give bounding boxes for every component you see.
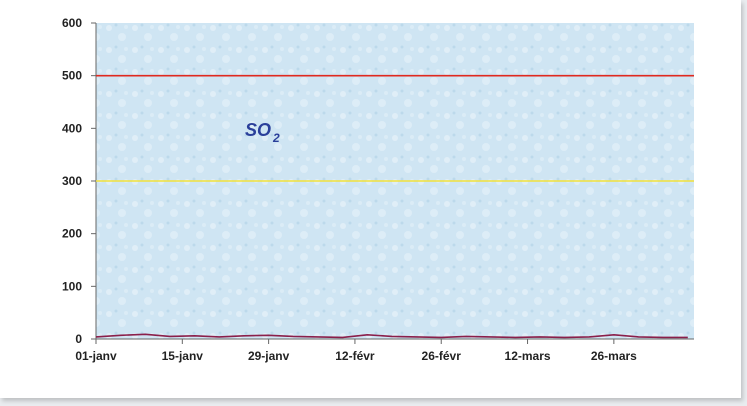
- y-tick-label: 200: [62, 227, 82, 241]
- so2-series-line: [95, 333, 688, 339]
- x-tick-label: 26-févr: [422, 349, 462, 363]
- series-group: [95, 333, 688, 339]
- y-tick-label: 0: [75, 332, 82, 346]
- annotation-main: SO: [245, 120, 271, 140]
- x-tick-label: 15-janv: [162, 349, 204, 363]
- chart-card: 0 100 200 300 400 500 600 01-janv 15-janv 29-jan…: [0, 0, 741, 398]
- y-axis: 0 100 200 300 400 500 600: [62, 16, 97, 346]
- annotation-subscript: 2: [272, 131, 280, 145]
- x-tick-label: 12-mars: [505, 349, 551, 363]
- y-tick-label: 100: [62, 279, 82, 293]
- so2-annotation: SO 2: [245, 120, 280, 145]
- x-tick-label: 26-mars: [591, 349, 637, 363]
- x-tick-label: 01-janv: [75, 349, 117, 363]
- so2-line-chart: 0 100 200 300 400 500 600 01-janv 15-janv 29-jan…: [62, 16, 694, 363]
- reference-lines: [96, 74, 694, 182]
- y-tick-label: 600: [62, 16, 82, 30]
- y-tick-label: 500: [62, 69, 82, 83]
- x-tick-label: 12-févr: [335, 349, 375, 363]
- x-axis: 01-janv 15-janv 29-janv 12-févr 26-févr 12-ma…: [75, 338, 694, 363]
- y-tick-label: 300: [62, 174, 82, 188]
- x-tick-label: 29-janv: [248, 349, 290, 363]
- y-tick-label: 400: [62, 121, 82, 135]
